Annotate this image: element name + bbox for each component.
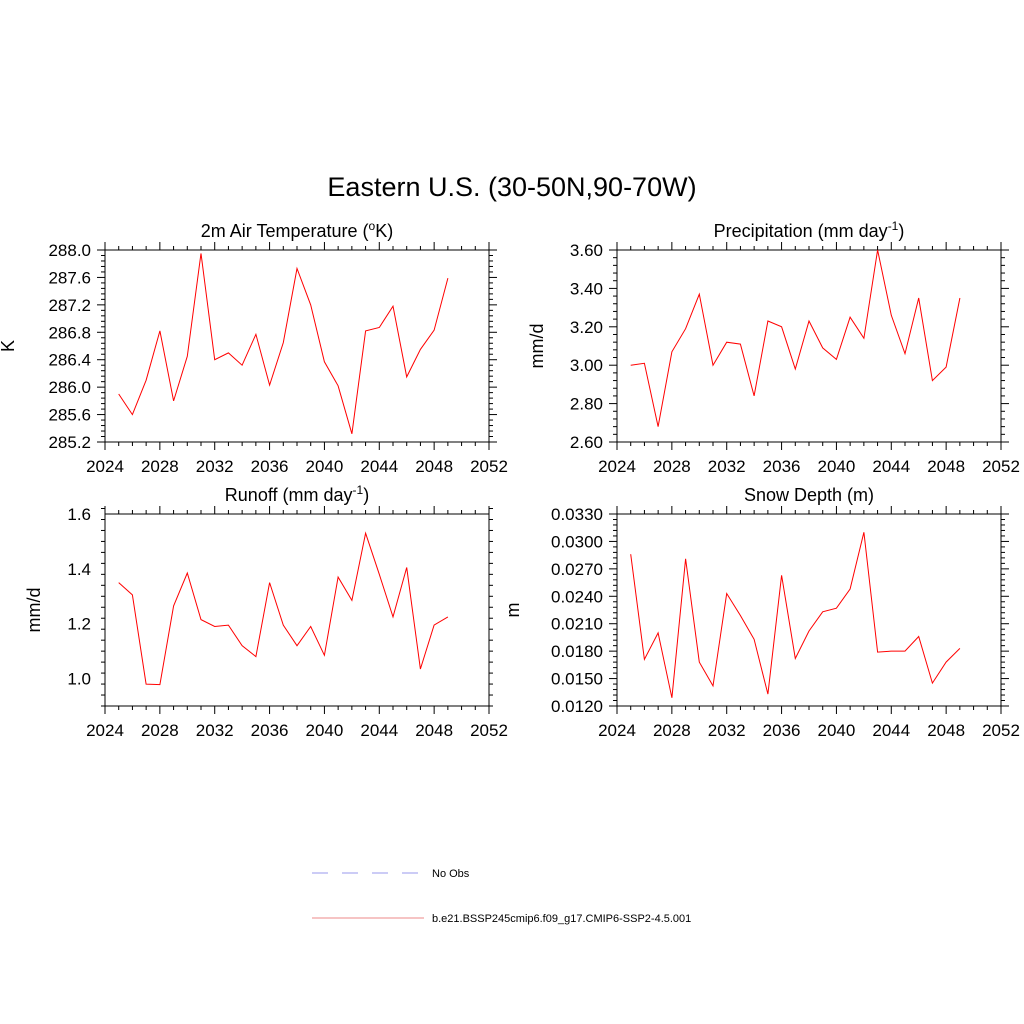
snow-depth-y-axis-label: m xyxy=(503,603,523,618)
snow-depth-x-tick-label: 2044 xyxy=(872,721,910,740)
precipitation-x-tick-label: 2044 xyxy=(872,457,910,476)
snow-depth-x-tick-label: 2024 xyxy=(598,721,636,740)
snow-depth-x-tick-label: 2028 xyxy=(653,721,691,740)
runoff-y-tick-label: 1.6 xyxy=(67,505,91,524)
snow-depth-x-tick-label: 2032 xyxy=(708,721,746,740)
precipitation-plot-frame xyxy=(616,249,1002,443)
panel-precipitation: Precipitation (mm day-1) mm/d 2024 2028 2032… xyxy=(527,219,1020,476)
snow-depth-x-tick-label: 2040 xyxy=(818,721,856,740)
snow-depth-title: Snow Depth (m) xyxy=(744,485,874,505)
snow-depth-y-tick-label: 0.0330 xyxy=(551,505,603,524)
air-temperature-x-tick-label: 2036 xyxy=(251,457,289,476)
precipitation-x-tick-label: 2052 xyxy=(982,457,1020,476)
air-temperature-series-line xyxy=(118,253,449,434)
precipitation-y-tick-label: 3.20 xyxy=(570,318,603,337)
runoff-x-tick-label: 2036 xyxy=(251,721,289,740)
precipitation-x-tick-label: 2024 xyxy=(598,457,636,476)
snow-depth-series-line xyxy=(630,532,961,698)
air-temperature-y-tick-label: 287.6 xyxy=(48,268,91,287)
runoff-plot-frame xyxy=(104,513,490,707)
air-temperature-y-tick-label: 286.8 xyxy=(48,323,91,342)
air-temperature-x-tick-label: 2052 xyxy=(470,457,508,476)
air-temperature-y-tick-label: 286.0 xyxy=(48,378,91,397)
snow-depth-plot-frame xyxy=(616,513,1002,707)
snow-depth-y-tick-label: 0.0180 xyxy=(551,642,603,661)
precipitation-y-tick-label: 2.80 xyxy=(570,395,603,414)
snow-depth-y-tick-label: 0.0270 xyxy=(551,560,603,579)
chart-panels: 2m Air Temperature (oK) K 2024 2028 2032 2036… xyxy=(0,219,1020,740)
snow-depth-y-tick-label: 0.0210 xyxy=(551,615,603,634)
snow-depth-y-tick-label: 0.0300 xyxy=(551,532,603,551)
precipitation-y-tick-label: 3.60 xyxy=(570,241,603,260)
air-temperature-y-tick-label: 285.6 xyxy=(48,406,91,425)
runoff-x-tick-label: 2040 xyxy=(306,721,344,740)
runoff-title: Runoff (mm day-1) xyxy=(225,483,369,505)
runoff-x-tick-label: 2024 xyxy=(86,721,124,740)
precipitation-y-tick-label: 2.60 xyxy=(570,433,603,452)
air-temperature-y-tick-label: 286.4 xyxy=(48,351,91,370)
air-temperature-x-tick-label: 2044 xyxy=(360,457,398,476)
snow-depth-x-tick-label: 2048 xyxy=(927,721,965,740)
runoff-y-tick-label: 1.0 xyxy=(67,670,91,689)
air-temperature-y-axis-label: K xyxy=(0,340,18,352)
precipitation-series-line xyxy=(630,249,961,427)
precipitation-x-tick-label: 2032 xyxy=(708,457,746,476)
runoff-x-tick-label: 2032 xyxy=(196,721,234,740)
precipitation-x-tick-label: 2036 xyxy=(763,457,801,476)
air-temperature-y-tick-label: 288.0 xyxy=(48,241,91,260)
precipitation-y-axis-label: mm/d xyxy=(527,324,547,369)
air-temperature-title: 2m Air Temperature (oK) xyxy=(201,219,393,241)
legend-label-1: No Obs xyxy=(432,868,470,880)
figure-title: Eastern U.S. (30-50N,90-70W) xyxy=(327,172,696,202)
runoff-series-line xyxy=(118,531,449,686)
runoff-y-axis-label: mm/d xyxy=(24,588,44,633)
precipitation-x-tick-label: 2048 xyxy=(927,457,965,476)
air-temperature-x-tick-label: 2024 xyxy=(86,457,124,476)
legend-label-2: b.e21.BSSP245cmip6.f09_g17.CMIP6-SSP2-4.… xyxy=(432,913,691,925)
snow-depth-y-tick-label: 0.0120 xyxy=(551,697,603,716)
snow-depth-x-tick-label: 2052 xyxy=(982,721,1020,740)
runoff-x-tick-label: 2044 xyxy=(360,721,398,740)
snow-depth-y-tick-label: 0.0150 xyxy=(551,670,603,689)
legend: No Obs b.e21.BSSP245cmip6.f09_g17.CMIP6-S… xyxy=(312,868,691,925)
panel-air-temperature: 2m Air Temperature (oK) K 2024 2028 2032 2036… xyxy=(0,219,508,476)
precipitation-x-tick-label: 2040 xyxy=(818,457,856,476)
runoff-x-tick-label: 2052 xyxy=(470,721,508,740)
air-temperature-y-tick-label: 287.2 xyxy=(48,296,91,315)
precipitation-y-tick-label: 3.00 xyxy=(570,356,603,375)
air-temperature-y-tick-label: 285.2 xyxy=(48,433,91,452)
air-temperature-x-tick-label: 2048 xyxy=(415,457,453,476)
air-temperature-x-tick-label: 2040 xyxy=(306,457,344,476)
snow-depth-y-tick-label: 0.0240 xyxy=(551,587,603,606)
panel-snow-depth: Snow Depth (m) m 2024 2028 2032 2036 2040 2044 2… xyxy=(503,485,1020,740)
runoff-y-tick-label: 1.2 xyxy=(67,615,91,634)
runoff-y-tick-label: 1.4 xyxy=(67,560,91,579)
precipitation-y-tick-label: 3.40 xyxy=(570,279,603,298)
snow-depth-x-tick-label: 2036 xyxy=(763,721,801,740)
air-temperature-x-tick-label: 2032 xyxy=(196,457,234,476)
precipitation-x-tick-label: 2028 xyxy=(653,457,691,476)
runoff-x-tick-label: 2028 xyxy=(141,721,179,740)
panel-runoff: Runoff (mm day-1) mm/d 2024 2028 2032 2036 204… xyxy=(24,483,508,740)
air-temperature-x-tick-label: 2028 xyxy=(141,457,179,476)
precipitation-title: Precipitation (mm day-1) xyxy=(714,219,905,241)
runoff-x-tick-label: 2048 xyxy=(415,721,453,740)
